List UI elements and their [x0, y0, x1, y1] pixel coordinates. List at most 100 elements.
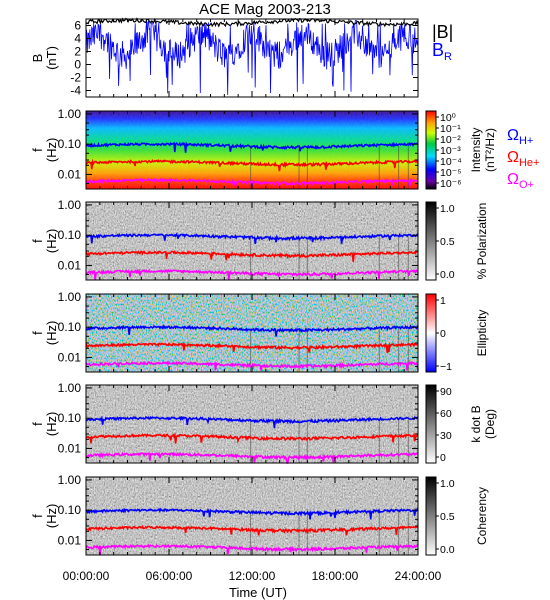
spectrogram-gray	[86, 385, 418, 463]
y-tick-label: 0.10	[58, 320, 82, 334]
colorbar	[425, 476, 437, 556]
series-br-line	[85, 19, 419, 95]
y-axis-label-symbol: f	[30, 331, 45, 335]
gyrofrequency-line-heplus	[86, 431, 419, 444]
y-tick-label: 0.01	[58, 441, 82, 455]
panel-3: 1.00 0.10 0.01 1.0 0.5 0.0 % Polarization f (Hz)	[30, 198, 489, 281]
colorbar-tick-label: 60	[440, 408, 452, 420]
y-tick-label: 0.10	[58, 137, 82, 151]
y-axis-label-symbol: f	[30, 514, 45, 518]
gyrofrequency-line-hplus	[86, 507, 419, 520]
colorbar-tick-label: 10⁻⁵	[440, 167, 462, 179]
y-tick-label: 0	[74, 58, 81, 72]
y-tick-label: 0.10	[58, 228, 82, 242]
colorbar-tick-label: 0.0	[440, 269, 455, 281]
colorbar-tick-label: 1.0	[440, 203, 455, 215]
colorbar	[425, 110, 437, 190]
y-axis-label-symbol: f	[30, 148, 45, 152]
colorbar-tick-label: 1	[440, 295, 446, 307]
legend-br-symbol: B	[432, 40, 444, 60]
y-tick-label: 0.10	[58, 411, 82, 425]
legend-omega-hplus: ΩH+	[507, 127, 533, 147]
y-axis-label-units: (Hz)	[44, 229, 59, 254]
colorbar	[425, 384, 437, 464]
legend-omega-symbol: Ω	[507, 127, 519, 144]
x-tick-label: 06:00:00	[146, 569, 193, 583]
gyrofrequency-line-hplus	[85, 415, 419, 429]
y-tick-label: 1.00	[58, 290, 82, 304]
colorbar	[425, 201, 437, 281]
y-tick-label: 1.00	[58, 381, 82, 395]
panel-5: 1.00 0.10 0.01 90 60 30 0 k dot B (Deg) f (Hz)	[30, 381, 497, 464]
spectrogram-ellipticity	[86, 294, 418, 372]
gyrofrequency-line-hplus	[85, 324, 419, 337]
y-tick-label: 6	[74, 19, 81, 33]
y-tick-label: 2	[74, 45, 81, 59]
y-tick-label: 4	[74, 32, 81, 46]
colorbar-tick-label: −1	[440, 361, 452, 373]
colorbar-label: k dot B	[469, 405, 483, 442]
gyrofrequency-line-heplus	[85, 524, 419, 536]
y-tick-label: -2	[70, 71, 81, 85]
y-axis-label-units: (Hz)	[44, 412, 59, 437]
y-axis-label-units: (Hz)	[44, 504, 59, 529]
legend-b-magnitude: |B|	[432, 22, 453, 42]
colorbar-tick-label: 0	[440, 452, 446, 464]
y-axis-label-symbol: B	[30, 54, 45, 63]
y-axis-label-units: (nT)	[44, 46, 59, 70]
y-axis-label-symbol: f	[30, 422, 45, 426]
colorbar-tick-label: 10⁻¹	[440, 123, 461, 135]
legend-omega-symbol: Ω	[507, 171, 519, 188]
colorbar-label: Coherency	[475, 487, 489, 545]
y-tick-label: -4	[70, 84, 81, 98]
x-tick-label: 12:00:00	[229, 569, 276, 583]
legend-omega-oplus: ΩO+	[507, 171, 534, 191]
legend-br: BR	[432, 40, 452, 63]
colorbar-tick-label: 90	[440, 386, 452, 398]
colorbar-tick-label: 10⁻⁴	[440, 156, 462, 168]
y-axis-label-units: (Hz)	[44, 138, 59, 163]
colorbar-label: Intensity	[469, 128, 483, 173]
gyrofrequency-line-oplus	[85, 177, 419, 187]
x-tick-label: 24:00:00	[395, 569, 442, 583]
colorbar-label: % Polarization	[475, 203, 489, 280]
y-tick-label: 1.00	[58, 473, 82, 487]
y-tick-label: 0.01	[58, 167, 82, 181]
y-tick-label: 1.00	[58, 107, 82, 121]
colorbar-tick-label: 10⁰	[440, 112, 457, 124]
colorbar-label: Ellipticity	[475, 310, 489, 357]
y-axis-label-symbol: f	[30, 239, 45, 243]
legend-omega-heplus: ΩHe+	[507, 149, 539, 169]
colorbar-tick-label: 1.0	[440, 478, 455, 490]
spectrogram-texture	[86, 111, 418, 189]
gyrofrequency-line-heplus	[85, 249, 419, 263]
colorbar-tick-label: 0.5	[440, 511, 455, 523]
y-tick-label: 1.00	[58, 198, 82, 212]
legend-omega-subscript: H+	[519, 135, 533, 147]
figure-title: ACE Mag 2003-213	[199, 1, 331, 18]
legend-omega-subscript: He+	[519, 157, 540, 169]
x-tick-label: 18:00:00	[312, 569, 359, 583]
spectrogram-gray	[86, 477, 418, 555]
colorbar-tick-label: 10⁻³	[440, 145, 461, 157]
spectrogram-gray	[86, 202, 418, 280]
legend-omega-subscript: O+	[519, 179, 534, 191]
y-tick-label: 0.01	[58, 350, 82, 364]
legend-br-subscript: R	[444, 51, 452, 63]
colorbar-tick-label: 10⁻²	[440, 134, 461, 146]
colorbar-tick-label: 0.0	[440, 544, 455, 556]
gyrofrequency-line-heplus	[86, 158, 419, 172]
gyrofrequency-line-heplus	[85, 341, 419, 353]
colorbar-units: (Deg)	[483, 409, 497, 439]
y-tick-label: 0.01	[58, 533, 82, 547]
gyrofrequency-line-hplus	[85, 232, 419, 245]
colorbar-tick-label: 0.5	[440, 236, 455, 248]
gyrofrequency-line-hplus	[85, 141, 419, 153]
x-tick-label: 00:00:00	[63, 569, 110, 583]
legend-omega-symbol: Ω	[507, 149, 519, 166]
y-tick-label: 0.10	[58, 503, 82, 517]
panel-4: 1.00 0.10 0.01 1 0 −1 Ellipticity f (Hz)	[30, 290, 489, 373]
